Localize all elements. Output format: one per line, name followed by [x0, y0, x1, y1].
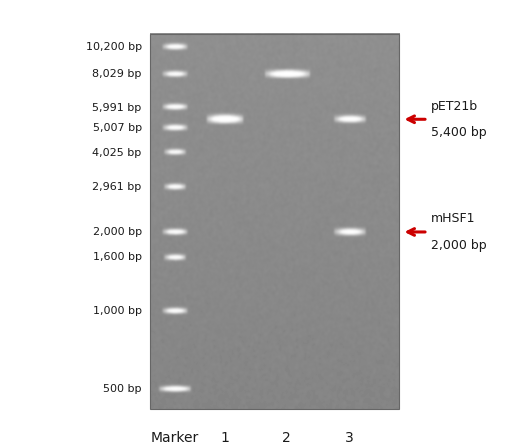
Text: 4,025 bp: 4,025 bp — [92, 148, 142, 158]
Bar — [150, 34, 399, 409]
Text: 2,000 bp: 2,000 bp — [92, 227, 142, 237]
Text: 3: 3 — [345, 431, 353, 445]
Text: 2,961 bp: 2,961 bp — [92, 182, 142, 193]
Text: 5,400 bp: 5,400 bp — [430, 126, 486, 139]
Text: 500 bp: 500 bp — [103, 384, 142, 394]
Text: mHSF1: mHSF1 — [430, 212, 475, 225]
Text: 10,200 bp: 10,200 bp — [86, 42, 142, 52]
Text: 2,000 bp: 2,000 bp — [430, 239, 486, 252]
Text: 8,029 bp: 8,029 bp — [92, 69, 142, 79]
Text: 2: 2 — [282, 431, 291, 445]
Text: pET21b: pET21b — [430, 100, 478, 113]
Text: 1,600 bp: 1,600 bp — [93, 252, 142, 262]
Text: 1: 1 — [220, 431, 229, 445]
Text: 5,991 bp: 5,991 bp — [92, 102, 142, 113]
Text: 5,007 bp: 5,007 bp — [92, 123, 142, 133]
Text: 1,000 bp: 1,000 bp — [93, 306, 142, 316]
Text: Marker: Marker — [151, 431, 198, 445]
